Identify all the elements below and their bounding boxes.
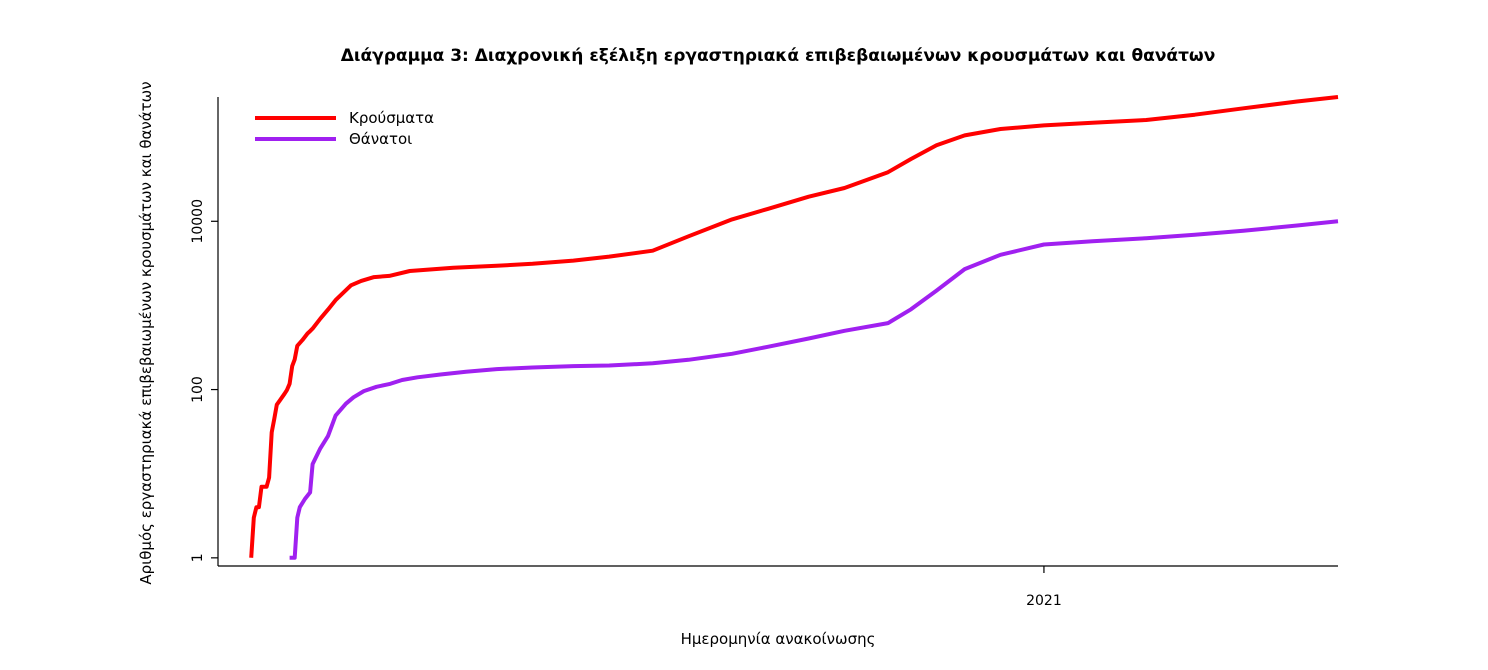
y-tick-label: 10000 [190,199,206,244]
legend-label-2: Θάνατοι [349,130,412,148]
x-axis: 2021 [218,565,1338,609]
plot-area [249,95,1339,560]
y-axis: 1 100 10000 [190,97,219,566]
x-tick-label: 2021 [1026,593,1062,609]
legend: Κρούσματα Θάνατοι [255,109,434,148]
series-line-1 [249,95,1339,558]
series-line-2 [289,219,1339,560]
x-axis-label: Ημερομηνία ανακοίνωσης [681,630,876,648]
y-tick-label: 100 [190,376,206,403]
y-tick-label: 1 [190,553,206,562]
legend-label-1: Κρούσματα [349,109,434,127]
chart-title: Διάγραμμα 3: Διαχρονική εξέλιξη εργαστηρ… [341,46,1216,66]
y-axis-label: Αριθμός εργαστηριακά επιβεβαιωμένων κρου… [137,81,155,584]
